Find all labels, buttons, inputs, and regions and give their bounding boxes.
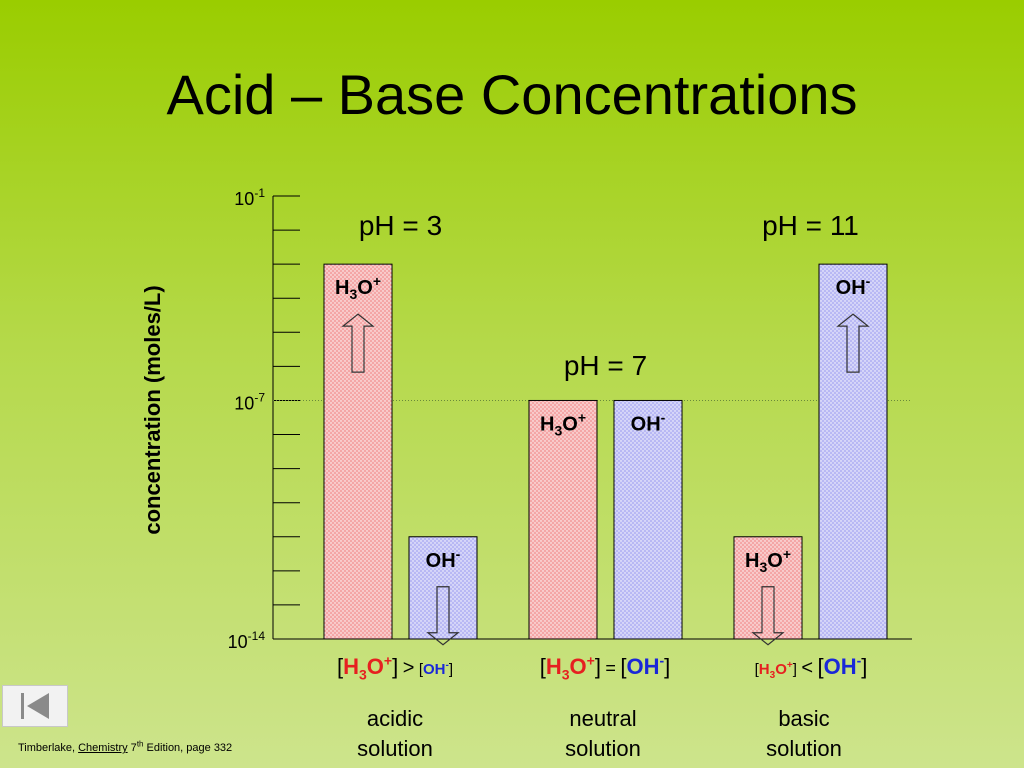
citation-book-link[interactable]: Chemistry [78,742,128,754]
ph-label: pH = 11 [762,210,859,241]
bar-label-h3o: H3O+ [335,273,381,302]
bar-h3o [323,263,393,640]
solution-line1: acidic [366,706,424,731]
first-slide-button[interactable] [2,685,68,727]
bar-h3o [733,536,803,640]
comparison-basic: [H3O+] < [OH-] [754,652,868,681]
decrease-arrow-icon [751,586,785,646]
bar-h3o [528,399,598,640]
increase-arrow-icon [341,313,375,373]
bar-label-oh: OH- [836,273,871,299]
citation-suffix: Edition, page 332 [143,742,233,754]
bar-label-oh: OH- [631,409,666,435]
first-slide-icon [21,693,49,719]
bar-oh [818,263,888,640]
y-tick-label: 10-1 [234,186,265,209]
y-tick-label: 10-14 [228,629,266,652]
bar-oh [408,536,478,640]
solution-line2: solution [565,736,641,761]
solution-label-acidic: acidic solution [315,704,475,764]
solution-line2: solution [357,736,433,761]
comparison-neutral: [H3O+] = [OH-] [539,652,671,683]
citation-edition: 7 [127,742,137,754]
increase-arrow-icon [836,313,870,373]
solution-line1: basic [778,706,830,731]
decrease-arrow-icon [426,586,460,646]
ph-label: pH = 3 [359,210,442,241]
bar-label-oh: OH- [426,546,461,572]
comparison-acidic: [H3O+] > [OH-] [336,652,454,683]
solution-line2: solution [766,736,842,761]
solution-label-neutral: neutral solution [523,704,683,764]
citation-edition-sup: th [136,739,144,749]
solution-line1: neutral [569,706,637,731]
citation: Timberlake, Chemistry 7th Edition, page … [18,739,233,754]
citation-prefix: Timberlake, [18,742,79,754]
y-tick-label: 10-7 [234,390,265,413]
bar-oh [613,399,683,640]
solution-label-basic: basic solution [724,704,884,764]
ph-label: pH = 7 [564,350,647,381]
bar-label-h3o: H3O+ [540,409,586,438]
slide-title: Acid – Base Concentrations [166,63,858,126]
bar-label-h3o: H3O+ [745,546,791,575]
y-axis-label: concentration (moles/L) [140,285,165,534]
